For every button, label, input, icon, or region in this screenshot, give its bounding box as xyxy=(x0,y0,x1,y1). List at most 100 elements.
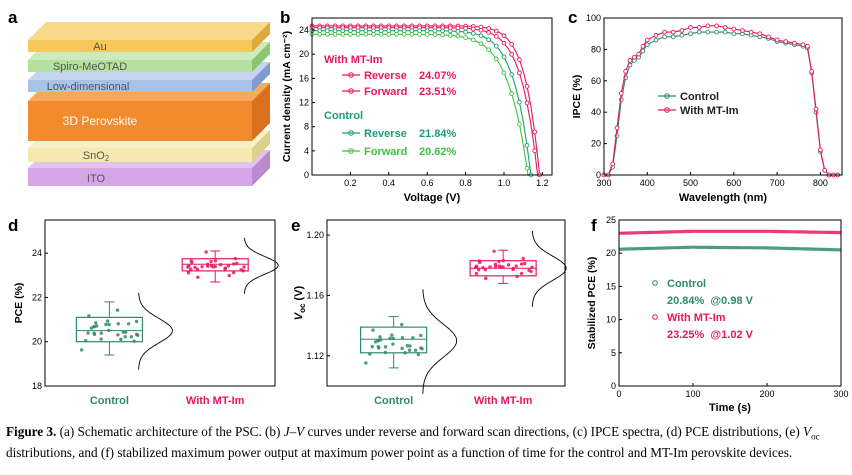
box-point xyxy=(368,352,372,356)
jv-marker xyxy=(447,28,453,34)
box-point xyxy=(416,352,421,357)
box-point xyxy=(488,265,492,269)
x-tick-label: 0.4 xyxy=(383,178,396,188)
jv-marker xyxy=(478,41,484,47)
box-point xyxy=(239,268,243,272)
y-tick-label: 20 xyxy=(606,248,616,258)
layer-label-sno2: SnO2 xyxy=(83,150,110,163)
jv-marker xyxy=(355,31,361,37)
box-point xyxy=(115,308,120,312)
y-axis-label-unit: (V) xyxy=(293,285,305,303)
jv-marker xyxy=(470,37,476,43)
layer-sno2-right xyxy=(252,130,270,162)
box-point xyxy=(200,264,204,269)
x-axis-label: Voltage (V) xyxy=(404,192,461,204)
ipce-marker xyxy=(809,69,815,74)
box-point xyxy=(478,260,482,265)
normal-curve xyxy=(422,289,458,394)
category-label: With MT-Im xyxy=(186,395,245,407)
box-point xyxy=(497,259,501,264)
jv-marker xyxy=(509,91,515,96)
jv-legend-mt-reverse-value: 24.07% xyxy=(419,70,457,82)
stab-legend-mt: With MT-Im xyxy=(667,312,726,324)
box-point xyxy=(116,333,120,337)
jv-marker xyxy=(432,32,438,37)
box-point xyxy=(378,335,382,339)
box-point xyxy=(242,265,246,269)
ipce-marker xyxy=(722,25,728,30)
ipce-marker xyxy=(748,29,754,35)
ipce-marker xyxy=(800,42,806,48)
jv-marker xyxy=(493,43,499,49)
box-point xyxy=(223,266,228,270)
x-axis-label: Time (s) xyxy=(709,402,751,414)
box-point xyxy=(476,268,481,272)
ipce-marker xyxy=(714,23,719,29)
jv-marker xyxy=(532,129,538,135)
layer-label-au: Au xyxy=(93,41,106,53)
box-point xyxy=(218,262,223,267)
box-point xyxy=(391,342,395,346)
caption-figure-number: Figure 3. xyxy=(6,424,57,439)
jv-marker xyxy=(455,33,461,39)
y-tick-label: 8 xyxy=(304,122,309,132)
plot-frame xyxy=(44,219,276,387)
box-point xyxy=(379,338,383,342)
box-point xyxy=(104,322,108,327)
y-tick-label: 5 xyxy=(611,348,616,358)
box-point xyxy=(124,330,128,334)
layer-label-perovskite: 3D Perovskite xyxy=(63,114,138,128)
x-tick-label: 0.8 xyxy=(459,178,472,188)
stabilized-chart: 0 100 200 300 0 5 10 15 20 25 Time (s) Stabilized P… xyxy=(586,215,849,414)
jv-marker xyxy=(371,31,376,37)
jv-marker xyxy=(470,26,476,32)
layer-au-front xyxy=(28,40,252,52)
stab-legend-mt-value: 23.25% @1.02 V xyxy=(667,329,754,341)
box-point xyxy=(116,322,120,326)
box-point xyxy=(231,262,236,266)
panel-b: b 0.2 0.4 0.6 0.8 1.0 1.2 0 4 8 12 16 20 24 Voltage (… xyxy=(272,0,562,210)
box-point xyxy=(190,260,194,265)
y-tick-label: 60 xyxy=(591,76,601,86)
jv-legend-ctrl-reverse: Reverse xyxy=(364,128,407,140)
pce-box-chart: Control With MT-Im 18 20 22 24 PCE (%) xyxy=(13,219,279,407)
box-point xyxy=(126,322,131,326)
jv-marker xyxy=(486,37,491,42)
jv-marker xyxy=(325,31,330,37)
jv-marker xyxy=(470,31,476,36)
box-point xyxy=(186,265,190,269)
box-point xyxy=(403,351,407,355)
jv-marker xyxy=(409,31,415,37)
jv-marker xyxy=(440,28,445,34)
y-tick-label: 24 xyxy=(299,25,309,35)
ipce-marker xyxy=(813,106,819,112)
box-point xyxy=(481,265,485,270)
box-point xyxy=(87,314,91,318)
ipce-marker xyxy=(705,29,711,35)
jv-chart: 0.2 0.4 0.6 0.8 1.0 1.2 0 4 8 12 16 20 24 Voltage (V)… xyxy=(281,17,553,204)
box-point xyxy=(233,256,238,261)
layer-lowdim-right xyxy=(252,62,270,92)
box-point xyxy=(105,319,110,323)
y-tick-label: 1.16 xyxy=(306,290,324,300)
box-point xyxy=(400,322,404,327)
box-point xyxy=(530,265,534,269)
box-point xyxy=(227,273,231,278)
stab-curve-1 xyxy=(618,229,841,235)
jv-marker xyxy=(524,100,530,106)
ipce-marker xyxy=(705,23,711,29)
jv-marker xyxy=(447,32,453,38)
y-tick-label: 20 xyxy=(32,337,42,347)
ipce-marker xyxy=(766,34,771,40)
ipce-legend-control: Control xyxy=(680,91,719,103)
ipce-marker xyxy=(731,26,737,32)
box-point xyxy=(196,275,200,280)
panel-label-d: d xyxy=(8,216,19,235)
jv-marker xyxy=(501,54,507,60)
jv-marker xyxy=(378,31,384,37)
y-tick-label: 1.20 xyxy=(306,230,324,240)
normal-curve xyxy=(243,237,279,294)
ipce-marker xyxy=(653,37,659,43)
box-point xyxy=(226,264,230,268)
ipce-marker xyxy=(614,125,620,131)
